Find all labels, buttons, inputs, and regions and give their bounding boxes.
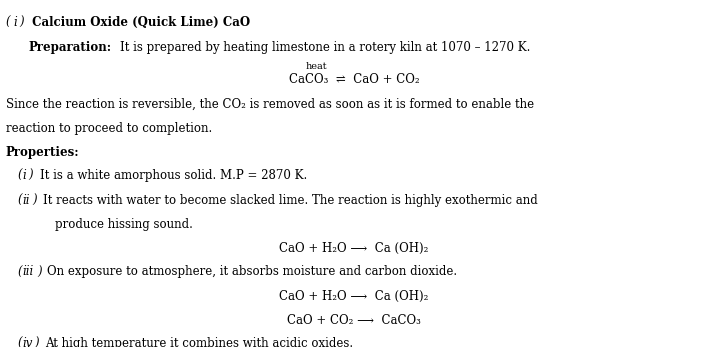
- Text: (: (: [6, 16, 11, 28]
- Text: reaction to proceed to completion.: reaction to proceed to completion.: [6, 122, 212, 135]
- Text: (: (: [18, 169, 23, 182]
- Text: ): ): [19, 16, 24, 28]
- Text: (: (: [18, 337, 23, 347]
- Text: ii: ii: [23, 194, 30, 206]
- Text: ): ): [33, 194, 38, 206]
- Text: iii: iii: [23, 265, 34, 278]
- Text: Preparation:: Preparation:: [28, 41, 111, 54]
- Text: CaO + H₂O ⟶  Ca (OH)₂: CaO + H₂O ⟶ Ca (OH)₂: [280, 290, 428, 303]
- Text: Since the reaction is reversible, the CO₂ is removed as soon as it is formed to : Since the reaction is reversible, the CO…: [6, 98, 534, 111]
- Text: It is a white amorphous solid. M.P = 2870 K.: It is a white amorphous solid. M.P = 287…: [40, 169, 307, 182]
- Text: CaO + H₂O ⟶  Ca (OH)₂: CaO + H₂O ⟶ Ca (OH)₂: [280, 242, 428, 255]
- Text: ): ): [35, 337, 40, 347]
- Text: i: i: [23, 169, 26, 182]
- Text: heat: heat: [306, 62, 328, 71]
- Text: (: (: [18, 265, 23, 278]
- Text: Calcium Oxide (Quick Lime) CaO: Calcium Oxide (Quick Lime) CaO: [28, 16, 251, 28]
- Text: iv: iv: [23, 337, 33, 347]
- Text: ): ): [28, 169, 33, 182]
- Text: CaCO₃  ⇌  CaO + CO₂: CaCO₃ ⇌ CaO + CO₂: [289, 73, 419, 86]
- Text: It reacts with water to become slacked lime. The reaction is highly exothermic a: It reacts with water to become slacked l…: [43, 194, 538, 206]
- Text: ): ): [37, 265, 42, 278]
- Text: At high temperature it combines with acidic oxides.: At high temperature it combines with aci…: [45, 337, 353, 347]
- Text: (: (: [18, 194, 23, 206]
- Text: Properties:: Properties:: [6, 146, 79, 159]
- Text: CaO + CO₂ ⟶  CaCO₃: CaO + CO₂ ⟶ CaCO₃: [287, 314, 421, 327]
- Text: produce hissing sound.: produce hissing sound.: [55, 218, 193, 231]
- Text: It is prepared by heating limestone in a rotery kiln at 1070 – 1270 K.: It is prepared by heating limestone in a…: [120, 41, 531, 54]
- Text: On exposure to atmosphere, it absorbs moisture and carbon dioxide.: On exposure to atmosphere, it absorbs mo…: [47, 265, 457, 278]
- Text: i: i: [13, 16, 17, 28]
